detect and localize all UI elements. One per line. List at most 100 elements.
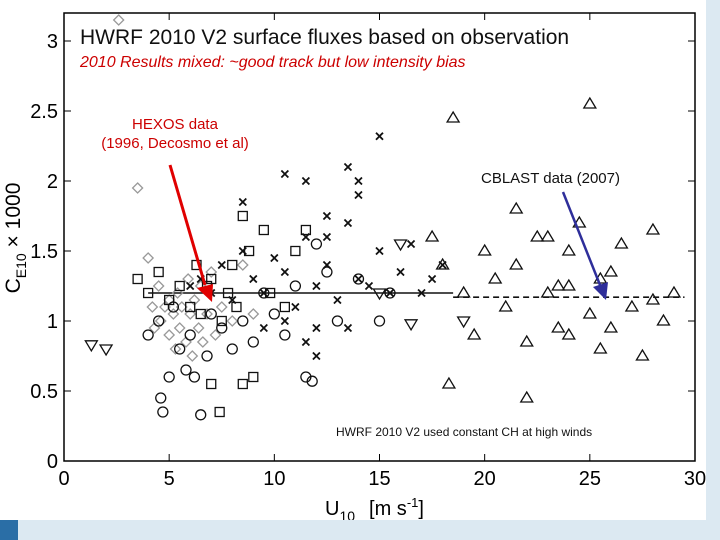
data-point-circle: [152, 315, 165, 327]
data-point-x: [343, 162, 353, 172]
data-point-tri-up: [582, 96, 597, 109]
data-point-tri-up: [540, 285, 555, 298]
data-point-tri-down: [98, 344, 114, 357]
x-tick-label: 30: [684, 468, 706, 490]
data-point-tri-up: [624, 299, 640, 312]
data-point-x: [259, 288, 268, 298]
data-point-tri-up: [519, 390, 534, 403]
data-point-circle: [352, 273, 365, 285]
data-point-diamond: [152, 280, 165, 292]
data-point-square: [195, 308, 206, 320]
chart-subtitle: 2010 Results mixed: ~good track but low …: [80, 54, 466, 71]
data-point-square: [216, 315, 227, 327]
data-point-circle: [384, 287, 396, 299]
data-point-x: [322, 211, 332, 221]
data-point-x: [322, 232, 332, 242]
data-point-x: [343, 218, 353, 228]
data-point-tri-up: [561, 278, 576, 291]
data-point-tri-up: [614, 236, 629, 249]
data-point-square: [153, 266, 164, 278]
y-tick-label: 0.5: [30, 381, 58, 403]
data-point-diamond: [167, 308, 180, 320]
data-point-x: [396, 267, 405, 277]
data-point-square: [243, 245, 255, 257]
y-axis-label: CE10 × 1000: [2, 183, 29, 294]
data-point-circle: [195, 409, 207, 421]
data-point-x: [301, 232, 311, 242]
data-point-tri-up: [477, 243, 492, 256]
slide-side-band: [706, 0, 720, 540]
y-tick-label: 2.5: [30, 101, 58, 123]
data-point-x: [259, 323, 268, 333]
slide-bottom-band: [0, 520, 720, 540]
data-point-diamond: [226, 315, 239, 327]
y-tick-label: 0: [47, 451, 58, 473]
hexos-arrow-head: [197, 284, 213, 302]
data-point-x: [217, 260, 226, 270]
data-point-x: [312, 351, 321, 361]
y-axis: 0 0.5 1 1.5 2 2.5 3: [30, 31, 695, 473]
data-points: [84, 14, 682, 421]
data-point-square: [214, 406, 225, 418]
data-point-tri-up: [603, 264, 619, 277]
data-point-tri-up: [645, 292, 661, 305]
data-point-circle: [373, 315, 386, 327]
data-point-tri-up: [498, 299, 513, 312]
data-point-x: [228, 295, 237, 305]
data-point-diamond: [142, 252, 155, 264]
data-point-x: [385, 288, 395, 298]
cblast-arrow-line: [561, 191, 602, 286]
data-point-diamond: [112, 14, 125, 26]
data-point-square: [300, 224, 312, 236]
x-tick-label: 25: [579, 468, 601, 490]
data-point-circle: [306, 375, 318, 387]
data-point-tri-up: [561, 243, 576, 256]
x-tick-label: 20: [474, 468, 496, 490]
data-point-tri-down: [84, 340, 99, 353]
data-point-circle: [163, 371, 175, 383]
data-point-diamond: [163, 329, 176, 341]
data-point-square: [142, 287, 154, 299]
data-point-circle: [321, 266, 333, 278]
data-point-diamond: [247, 308, 260, 320]
data-point-tri-down: [456, 316, 471, 329]
hexos-label-line1: HEXOS data: [132, 116, 218, 133]
data-point-x: [280, 267, 289, 277]
data-point-x: [417, 288, 426, 298]
data-point-x: [291, 302, 300, 312]
data-point-x: [333, 295, 342, 305]
data-point-diamond: [186, 350, 199, 362]
data-point-diamond: [173, 322, 186, 334]
y-tick-label: 2: [47, 171, 58, 193]
data-point-tri-up: [656, 313, 671, 326]
data-point-square: [222, 287, 234, 299]
data-point-tri-up: [424, 229, 440, 242]
data-point-circle: [155, 392, 167, 404]
data-point-square: [185, 301, 196, 313]
data-point-tri-up: [530, 229, 545, 242]
data-point-diamond: [146, 301, 159, 313]
data-point-diamond: [184, 308, 197, 320]
x-tick-label: 15: [368, 468, 390, 490]
y-tick-label: 1: [47, 311, 58, 333]
hexos-label-line2: (1996, Decosmo et al): [101, 135, 249, 152]
svg-text:CE10 × 1000: CE10 × 1000: [2, 183, 29, 294]
data-point-circle: [226, 343, 238, 355]
data-point-x: [312, 323, 321, 333]
data-point-square: [248, 371, 259, 383]
data-point-tri-down: [393, 239, 408, 252]
data-point-x: [238, 246, 247, 256]
data-point-tri-up: [582, 306, 597, 319]
data-point-tri-up: [551, 278, 566, 291]
data-point-diamond: [169, 343, 182, 355]
data-point-tri-down: [403, 319, 419, 332]
data-point-tri-up: [540, 229, 555, 242]
fit-lines: [148, 292, 685, 299]
chart-title: HWRF 2010 V2 surface fluxes based on obs…: [80, 26, 570, 49]
data-point-tri-up: [635, 348, 650, 361]
data-point-circle: [258, 287, 270, 299]
data-point-tri-up: [519, 334, 534, 347]
data-point-tri-up: [551, 320, 566, 333]
data-point-x: [364, 281, 374, 291]
